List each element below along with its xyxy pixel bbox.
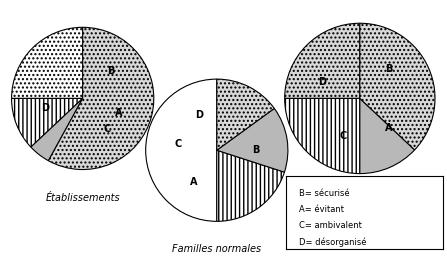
Wedge shape bbox=[146, 79, 217, 221]
Text: A= évitant: A= évitant bbox=[299, 205, 344, 214]
Wedge shape bbox=[217, 150, 284, 221]
Wedge shape bbox=[12, 98, 83, 147]
Text: A: A bbox=[115, 108, 123, 118]
Wedge shape bbox=[48, 27, 154, 170]
Text: C= ambivalent: C= ambivalent bbox=[299, 221, 362, 230]
Text: A: A bbox=[385, 123, 393, 133]
Text: B: B bbox=[252, 145, 260, 155]
Title: Familles normales: Familles normales bbox=[172, 244, 261, 254]
Text: B= sécurisé: B= sécurisé bbox=[299, 189, 349, 198]
Wedge shape bbox=[31, 98, 83, 161]
Text: D: D bbox=[195, 110, 203, 120]
Wedge shape bbox=[360, 98, 415, 174]
Wedge shape bbox=[217, 109, 288, 172]
Text: C: C bbox=[340, 131, 347, 141]
Text: D= désorganisé: D= désorganisé bbox=[299, 237, 366, 247]
Text: B: B bbox=[107, 66, 114, 76]
Title: Maltraitance: Maltraitance bbox=[329, 193, 390, 203]
Text: C: C bbox=[103, 124, 110, 134]
Text: B: B bbox=[385, 64, 393, 74]
Text: D: D bbox=[41, 103, 49, 113]
Wedge shape bbox=[285, 98, 360, 174]
Wedge shape bbox=[360, 23, 435, 150]
Wedge shape bbox=[285, 23, 360, 98]
Text: D: D bbox=[318, 77, 326, 87]
Text: C: C bbox=[174, 139, 182, 149]
Title: Établissements: Établissements bbox=[46, 193, 120, 203]
Wedge shape bbox=[217, 79, 274, 150]
Text: A: A bbox=[190, 177, 198, 187]
Wedge shape bbox=[12, 27, 83, 98]
